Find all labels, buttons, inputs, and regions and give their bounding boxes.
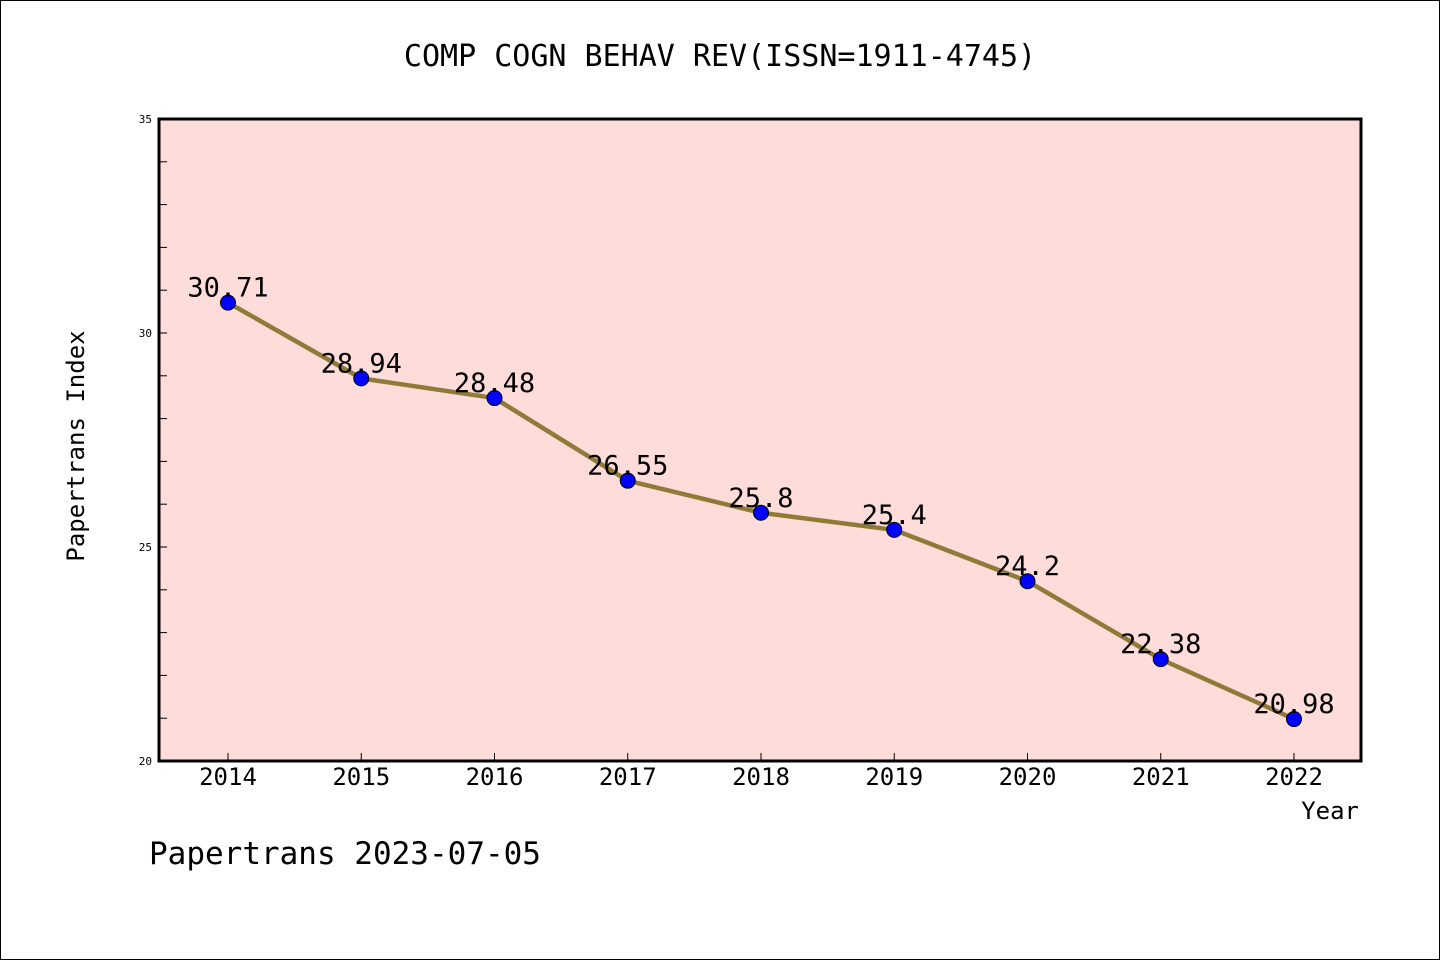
x-tick-label: 2016	[466, 763, 524, 791]
x-tick-label: 2015	[332, 763, 390, 791]
x-axis-label: Year	[1301, 797, 1359, 825]
y-axis-ticks: 20 25 30 35	[139, 113, 167, 768]
x-axis-ticks: 2014 2015 2016 2017 2018 2019 2020 2021 2022	[199, 753, 1323, 791]
x-tick-label: 2020	[999, 763, 1057, 791]
y-tick-label: 35	[139, 113, 152, 126]
data-label: 25.4	[862, 500, 927, 531]
x-tick-label: 2022	[1265, 763, 1323, 791]
data-point	[486, 390, 503, 407]
data-point	[220, 294, 236, 311]
data-label: 30.71	[187, 273, 268, 304]
y-axis-label: Papertrans Index	[62, 330, 90, 561]
y-tick-label: 25	[139, 541, 152, 554]
data-label: 28.48	[454, 368, 535, 399]
y-tick-label: 30	[139, 327, 152, 340]
data-label: 24.2	[995, 551, 1060, 582]
data-point	[886, 521, 903, 538]
data-label: 25.8	[728, 483, 793, 514]
footer-text: Papertrans 2023-07-05	[149, 836, 541, 872]
x-tick-label: 2019	[865, 763, 923, 791]
x-tick-label: 2017	[599, 763, 657, 791]
data-label: 26.55	[587, 451, 668, 482]
data-point	[353, 370, 370, 387]
x-tick-label: 2018	[732, 763, 790, 791]
chart-title: COMP COGN BEHAV REV(ISSN=1911-4745)	[404, 39, 1036, 74]
plot-area	[157, 117, 1363, 763]
data-point	[1286, 711, 1302, 728]
data-label: 28.94	[321, 348, 402, 379]
y-tick-label: 20	[139, 755, 152, 768]
x-tick-label: 2014	[199, 763, 257, 791]
data-label: 20.98	[1253, 689, 1334, 720]
x-tick-label: 2021	[1132, 763, 1190, 791]
data-point	[1152, 651, 1169, 668]
data-point	[619, 472, 636, 489]
data-point	[1019, 573, 1036, 590]
data-point	[753, 504, 769, 521]
series-group: 30.71 28.94 28.48 26.55 25.8 25.4 24.2 22.38 20.…	[187, 273, 1335, 728]
data-label: 22.38	[1120, 629, 1201, 660]
